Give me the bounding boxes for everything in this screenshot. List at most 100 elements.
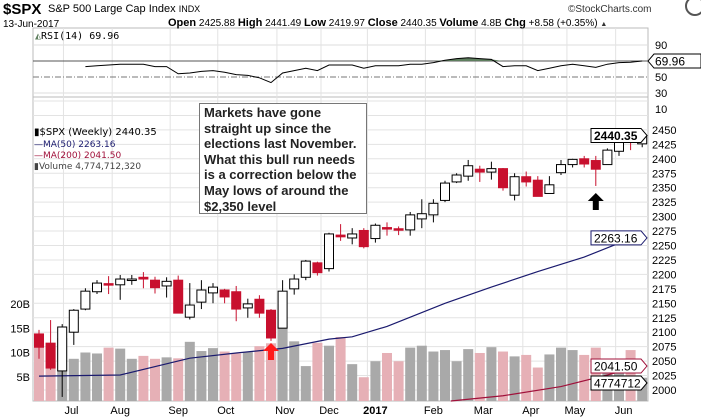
candle-body xyxy=(231,291,242,310)
volume-bar xyxy=(254,346,265,401)
x-tick-label: 2017 xyxy=(363,405,387,417)
candle-body xyxy=(161,280,172,287)
ma50-value-tag: 2263.16 xyxy=(594,231,638,245)
chg-value: +8.58 (+0.35%) xyxy=(528,18,598,29)
candle-body xyxy=(103,283,114,286)
rsi-value-tag-box xyxy=(647,53,701,69)
candle-body xyxy=(115,278,126,286)
legend-price-text: $SPX (Weekly) 2440.35 xyxy=(39,127,157,138)
volume-bar xyxy=(382,352,392,401)
index-name: S&P 500 Large Cap Index INDX xyxy=(48,3,200,15)
price-tick-label: 2125 xyxy=(652,313,676,325)
volume-tick-label: 15B xyxy=(10,323,30,335)
x-tick-label: Apr xyxy=(522,405,539,417)
rsi-label-text: RSI(14) 69.96 xyxy=(41,31,120,42)
candle-body xyxy=(451,174,462,183)
price-value-tag-box xyxy=(590,127,648,143)
candle-body xyxy=(184,304,195,318)
candle-body xyxy=(509,176,520,196)
ma50-line xyxy=(38,237,643,377)
candle-body xyxy=(544,184,555,194)
volume-bar xyxy=(463,349,474,401)
legend-ma200: —MA(200) 2041.50 xyxy=(34,151,122,161)
volume-bar xyxy=(556,347,566,401)
volume-bar xyxy=(486,347,497,401)
volume-bar xyxy=(103,347,114,401)
candle-body xyxy=(254,298,265,314)
open-value: 2425.88 xyxy=(198,18,236,29)
volume-tick-label: 10B xyxy=(10,348,30,360)
x-tick-label: Jul xyxy=(64,405,78,417)
volume-bar xyxy=(92,353,102,401)
volume-bar xyxy=(370,361,381,401)
legend-price: ▮$SPX (Weekly) 2440.35 xyxy=(34,127,157,138)
rsi-tick-label: 90 xyxy=(655,40,667,52)
candle-body xyxy=(150,279,160,289)
candle-body xyxy=(393,228,404,231)
candle-body xyxy=(57,326,68,372)
candle-body xyxy=(196,289,207,303)
volume-bar xyxy=(208,348,218,401)
index-name-text: S&P 500 Large Cap Index xyxy=(48,3,176,15)
x-tick-label: Feb xyxy=(424,405,443,417)
candle-body xyxy=(486,168,497,173)
volume-bar xyxy=(138,355,149,401)
quote-row: Open 2425.88 High 2441.49 Low 2419.97 Cl… xyxy=(168,17,607,29)
exchange: INDX xyxy=(178,4,201,14)
candle-body xyxy=(463,165,474,177)
x-tick-label: Sep xyxy=(168,405,188,417)
volume-bar xyxy=(393,361,404,401)
volume-bar xyxy=(347,364,358,401)
volume-bar xyxy=(196,351,207,401)
candle-body xyxy=(347,233,358,239)
open-label: Open xyxy=(168,17,197,29)
volume-bar xyxy=(312,342,323,401)
candle-body xyxy=(173,279,184,314)
volume-bar xyxy=(150,358,160,401)
ma50-value-tag-box xyxy=(590,230,648,246)
candle-body xyxy=(602,149,613,166)
volume-bar xyxy=(289,341,300,401)
volume-tick-label: 5B xyxy=(17,372,30,384)
volume-bars-icon: ▮ xyxy=(34,162,39,172)
price-tick-label: 2175 xyxy=(652,284,676,296)
candle-body xyxy=(68,309,79,333)
candle-body xyxy=(34,333,44,348)
settings-icon[interactable] xyxy=(685,0,701,16)
volume-bar xyxy=(277,326,288,401)
price-tick-label: 2425 xyxy=(652,139,676,151)
candle-body xyxy=(579,158,590,165)
price-tick-label: 2350 xyxy=(652,183,676,195)
x-tick-label: Dec xyxy=(319,405,339,417)
volume-bar xyxy=(242,352,253,401)
candle-body xyxy=(405,214,416,231)
chg-label: Chg xyxy=(504,17,526,29)
rsi-label: ◭RSI(14) 69.96 xyxy=(35,31,119,42)
symbol: $SPX xyxy=(3,1,42,18)
candle-body xyxy=(556,164,566,174)
legend-ma50: —MA(50) 2263.16 xyxy=(34,140,116,150)
price-tick-label: 2325 xyxy=(652,197,676,209)
volume-bar xyxy=(219,351,230,401)
candle-body xyxy=(567,158,578,166)
x-tick-label: Jun xyxy=(615,405,633,417)
candle-body xyxy=(126,278,137,282)
volume-bar xyxy=(590,347,601,401)
volume-value: 4.8B xyxy=(481,18,502,29)
candle-body xyxy=(335,234,346,238)
volume-bar xyxy=(34,337,44,401)
legend-volume: ▮Volume 4,774,712,320 xyxy=(34,162,141,172)
price-tick-label: 2150 xyxy=(652,298,676,310)
rsi-panel-frame xyxy=(32,27,649,98)
volume-bar xyxy=(509,356,520,401)
volume-bar xyxy=(161,357,172,401)
price-tick-label: 2450 xyxy=(652,125,676,137)
volume-bar xyxy=(521,354,532,401)
low-value: 2419.97 xyxy=(328,18,365,29)
price-tick-label: 2025 xyxy=(652,371,676,383)
x-tick-label: May xyxy=(565,405,586,417)
legend-ma200-text: MA(200) 2041.50 xyxy=(43,151,122,161)
volume-bar xyxy=(358,377,369,401)
volume-bar xyxy=(532,367,543,401)
